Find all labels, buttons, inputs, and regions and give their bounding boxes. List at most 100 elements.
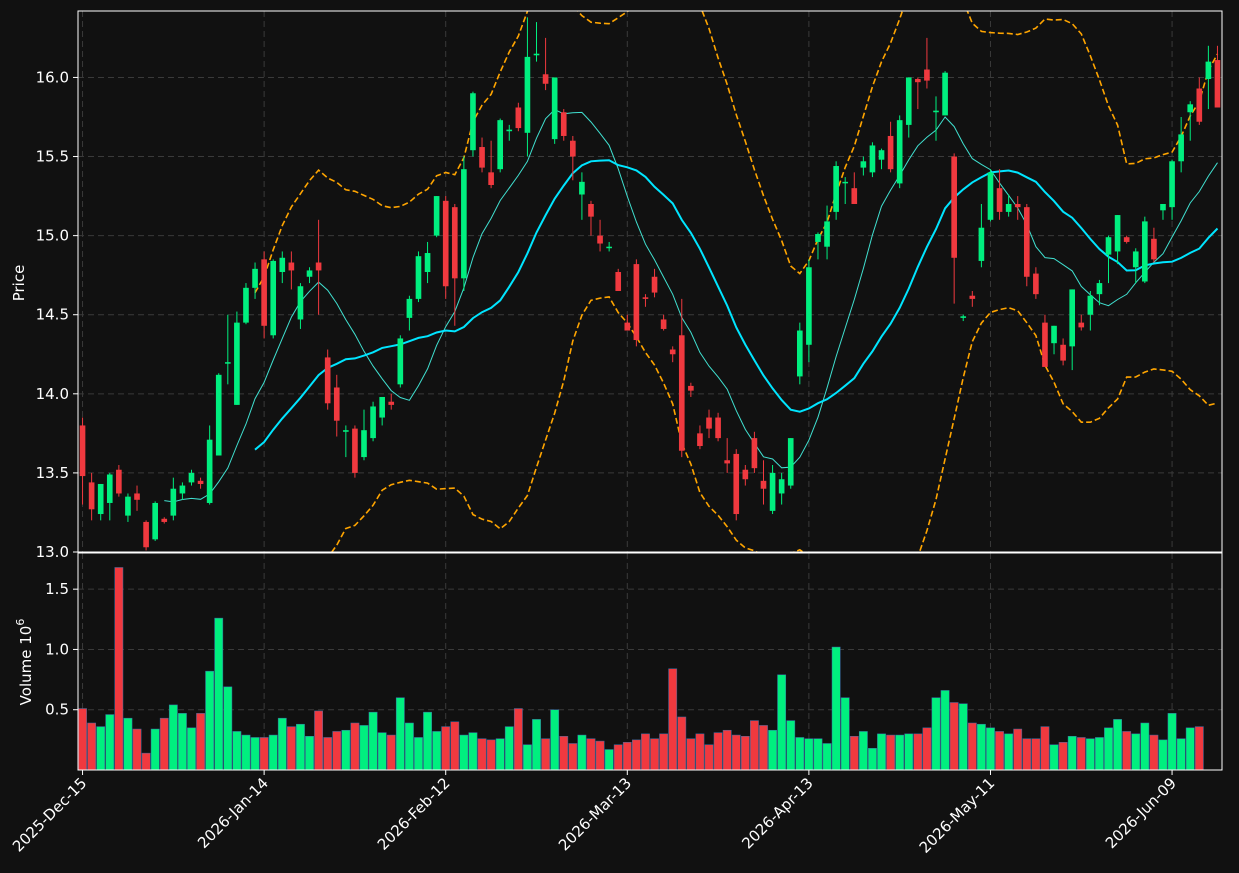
volume-bar [414,737,423,770]
candle-body [933,110,939,113]
candle-body [796,330,803,377]
volume-bar [1131,733,1141,770]
candle-body [161,518,168,522]
moving-average-slow-line [254,159,1219,451]
candle-body [324,357,331,404]
candle-body [978,227,985,261]
volume-bar [668,668,678,770]
candle-body [197,480,204,484]
candle-body [833,166,839,212]
volume-bar [1058,742,1068,770]
volume-bar [386,734,396,770]
candle-body [234,322,240,405]
volume-bar [277,717,287,770]
volume-bar [450,721,460,770]
candle-body [760,480,767,489]
candle-body [905,77,912,125]
volume-bar [722,729,732,770]
price-ytick-label: 15.0 [36,227,69,245]
volume-bar [750,720,759,770]
volume-ytick-label: 0.5 [45,701,69,719]
volume-bar [1149,734,1159,770]
candle-body [388,401,395,405]
volume-bar [568,743,578,770]
candle-body [506,129,513,132]
volume-bar [286,726,296,770]
candle-body [224,362,231,364]
volume-bar [631,739,641,770]
candle-body [1096,283,1103,295]
candle-body [915,79,921,83]
price-ytick-label: 14.0 [36,385,69,403]
candle-body [333,387,340,421]
volume-axis-label: Volume 106 [14,619,35,706]
candle-body [1042,322,1048,367]
volume-bar [1176,738,1186,770]
volume-bar [577,734,587,770]
volume-bar [958,703,968,770]
candle-body [678,335,685,451]
candle-body [406,298,413,318]
candle-body [424,253,431,273]
candle-body [570,140,576,157]
candle-body [1051,325,1057,344]
volume-bar [168,704,178,770]
volume-bar [913,733,923,770]
volume-bar [804,738,814,770]
volume-bar [405,722,414,770]
candle-body [887,135,894,170]
volume-bar [704,744,714,770]
candle-body [824,221,830,247]
volume-bar [223,686,233,770]
candle-body [270,260,277,336]
volume-bar [241,734,251,770]
candle-body [470,93,476,151]
candle-body [97,483,104,515]
volume-frame [77,552,1223,771]
volume-bar [622,742,632,770]
candle-body [125,496,131,516]
candle-body [343,430,349,432]
volume-bar [677,716,687,770]
volume-bar [359,725,369,770]
volume-bar [214,617,224,770]
volume-bar [150,728,160,770]
candle-body [488,172,494,186]
candle-body [551,77,558,140]
volume-panel: 0.5 1.0 1.5 [45,552,1223,771]
candle-body [733,453,740,515]
candle-body [1169,161,1175,208]
candle-body [969,295,976,299]
volume-bar [395,697,405,770]
volume-bar [78,708,87,770]
volume-axis-label-text: Volume 10 [17,626,35,706]
candle-body [79,425,86,477]
volume-bar [1167,713,1177,770]
volume-bar [1104,727,1113,770]
candle-body [206,439,213,503]
candle-body [669,349,676,355]
candle-body [579,181,585,195]
candle-body [143,521,149,548]
candle-body [1142,221,1148,282]
volume-bar [1095,737,1104,770]
candle-body [715,417,721,439]
volume-bar [332,731,342,770]
candle-body [633,264,640,341]
volume-bar [105,714,115,770]
candle-body [361,430,367,458]
volume-bar [604,749,614,770]
candle-body [1178,134,1184,162]
volume-bar [232,731,242,770]
price-ytick-label: 13.5 [36,464,69,482]
volume-bar [423,711,432,770]
volume-bar [268,734,278,770]
volume-bar [586,738,596,770]
volume-bar [205,670,215,770]
volume-bar [740,735,750,770]
volume-bar [1122,731,1132,770]
volume-bar [659,733,669,770]
candle-body [588,203,594,217]
volume-bar [822,743,832,770]
candle-body [1187,104,1194,113]
